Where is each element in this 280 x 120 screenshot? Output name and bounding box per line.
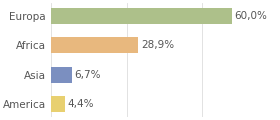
Text: 6,7%: 6,7% xyxy=(74,70,101,80)
Bar xyxy=(52,37,138,53)
Text: 4,4%: 4,4% xyxy=(67,99,94,109)
Bar xyxy=(52,96,65,112)
Bar xyxy=(52,8,232,24)
Text: 28,9%: 28,9% xyxy=(141,40,174,50)
Text: 60,0%: 60,0% xyxy=(234,11,267,21)
Bar xyxy=(52,67,72,83)
